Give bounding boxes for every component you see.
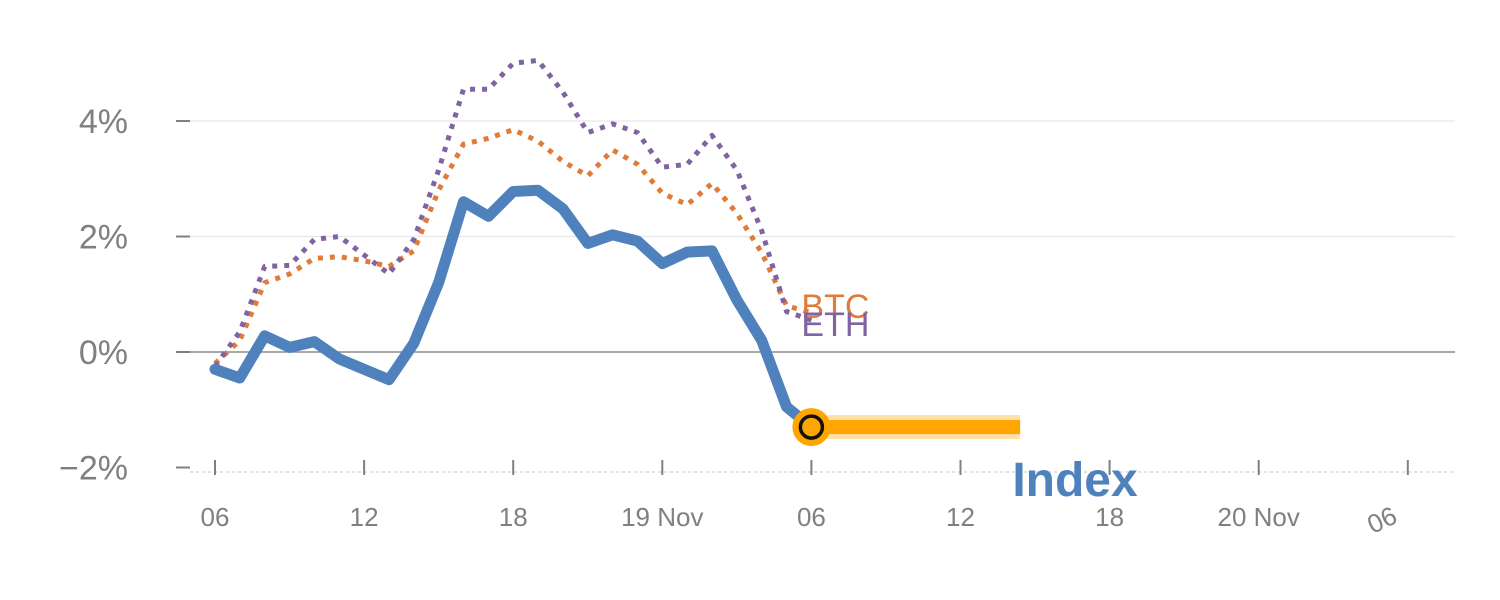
series-line-btc (213, 127, 813, 366)
series-line-index (209, 184, 817, 433)
x-tick-label-1: 12 (350, 502, 379, 532)
x-tick-label-2: 18 (499, 502, 528, 532)
x-tick-label-6: 18 (1095, 502, 1124, 532)
x-tick-label-0: 06 (201, 502, 230, 532)
y-axis: 4% 2% 0% −2% (59, 103, 190, 488)
series-label-eth: ETH (801, 306, 869, 344)
x-tick-label-8: 06 (1363, 500, 1402, 539)
y-tick-label-0: 4% (79, 103, 128, 141)
highlight-marker-point (798, 414, 825, 440)
y-tick-label-3: −2% (59, 450, 128, 488)
x-tick-label-5: 12 (946, 502, 975, 532)
y-tick-label-1: 2% (79, 219, 128, 257)
y-tick-label-2: 0% (79, 334, 128, 372)
series-label-btc: BTC (801, 288, 869, 326)
x-tick-label-3: 19 Nov (621, 502, 703, 532)
highlight-marker (792, 408, 1021, 447)
series-line-eth (212, 57, 813, 368)
grid-lines (178, 120, 1455, 473)
x-tick-label-7: 20 Nov (1218, 502, 1300, 532)
x-tick-label-4: 06 (797, 502, 826, 532)
series-label-index: Index (1012, 454, 1138, 507)
highlight-range-bar (811, 420, 1021, 435)
series-lines (209, 57, 817, 433)
